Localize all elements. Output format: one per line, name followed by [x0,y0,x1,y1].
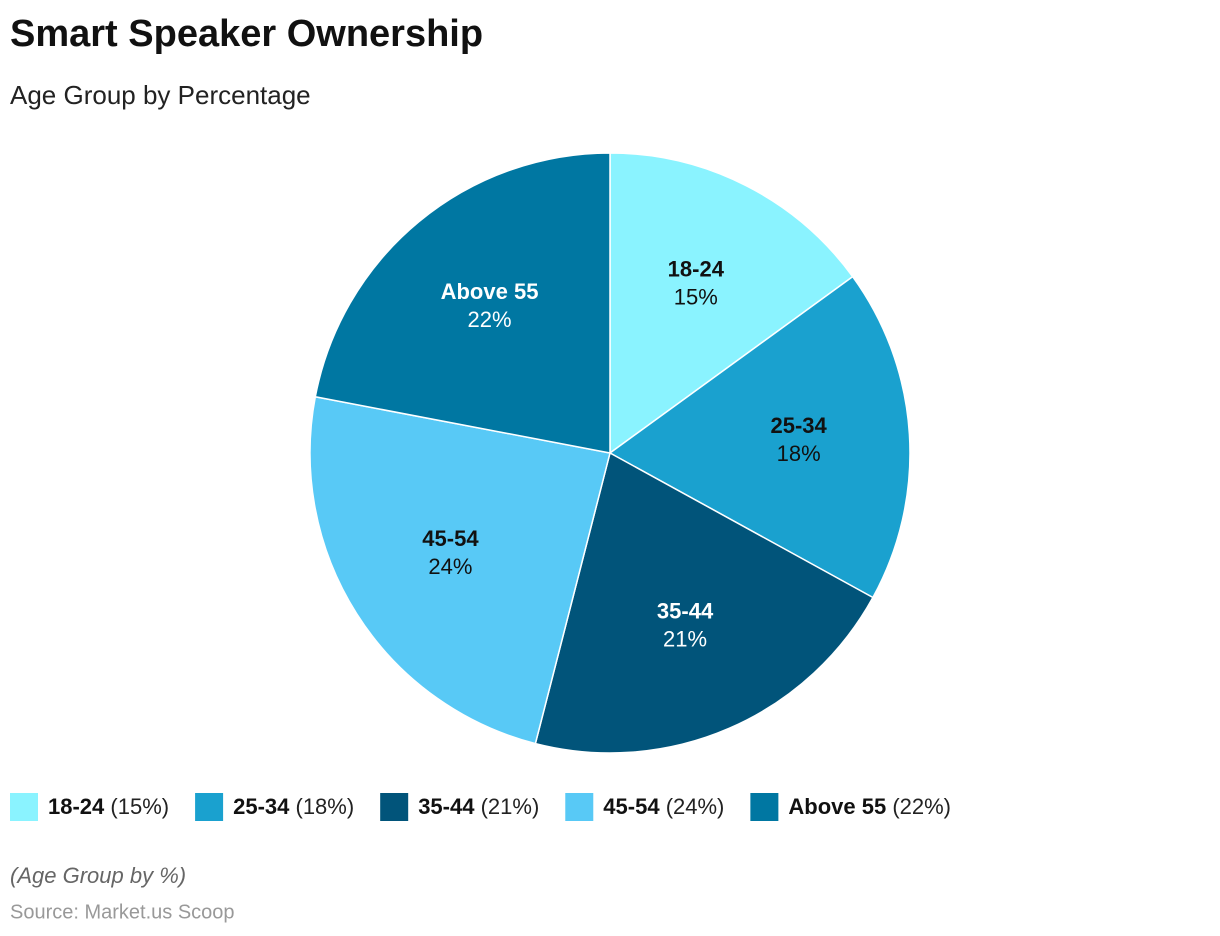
slice-value: 22% [468,307,512,332]
legend-swatch [195,793,224,821]
legend-swatch [750,793,779,821]
slice-label: 25-34 [770,413,827,438]
slice-label: 35-44 [657,598,714,623]
legend-swatch [10,793,38,821]
slice-value: 18% [777,441,821,466]
chart-source: Source: Market.us Scoop [10,901,235,923]
pie-slice [309,395,611,745]
pie-slice [534,451,874,754]
legend-entry: Above 55 (22%) [788,794,951,819]
chart-subtitle: Age Group by Percentage [10,80,311,110]
legend-swatch [565,793,594,821]
legend-name: Above 55 [788,794,886,819]
legend-entry: 18-24 (15%) [48,794,169,819]
pie-slice [314,152,611,454]
slice-value: 21% [663,626,707,651]
legend-entry: 45-54 (24%) [603,794,724,819]
pie-slice [608,275,911,599]
pie-slice [609,152,854,455]
slice-value: 15% [674,284,718,309]
legend-entry: 35-44 (21%) [418,794,539,819]
slice-value: 24% [428,554,472,579]
legend-value: (24%) [666,794,725,819]
slice-label: Above 55 [441,279,539,304]
legend-name: 25-34 [233,794,290,819]
slice-label: 45-54 [422,526,479,551]
legend-value: (15%) [110,794,169,819]
legend-swatch [380,793,409,821]
legend-value: (21%) [481,794,540,819]
legend-value: (18%) [296,794,355,819]
chart-note: (Age Group by %) [10,863,186,888]
chart-title: Smart Speaker Ownership [10,13,483,55]
legend-entry: 25-34 (18%) [233,794,354,819]
legend-name: 18-24 [48,794,105,819]
legend-name: 35-44 [418,794,475,819]
legend-value: (22%) [892,794,951,819]
legend-name: 45-54 [603,794,660,819]
slice-label: 18-24 [668,256,725,281]
